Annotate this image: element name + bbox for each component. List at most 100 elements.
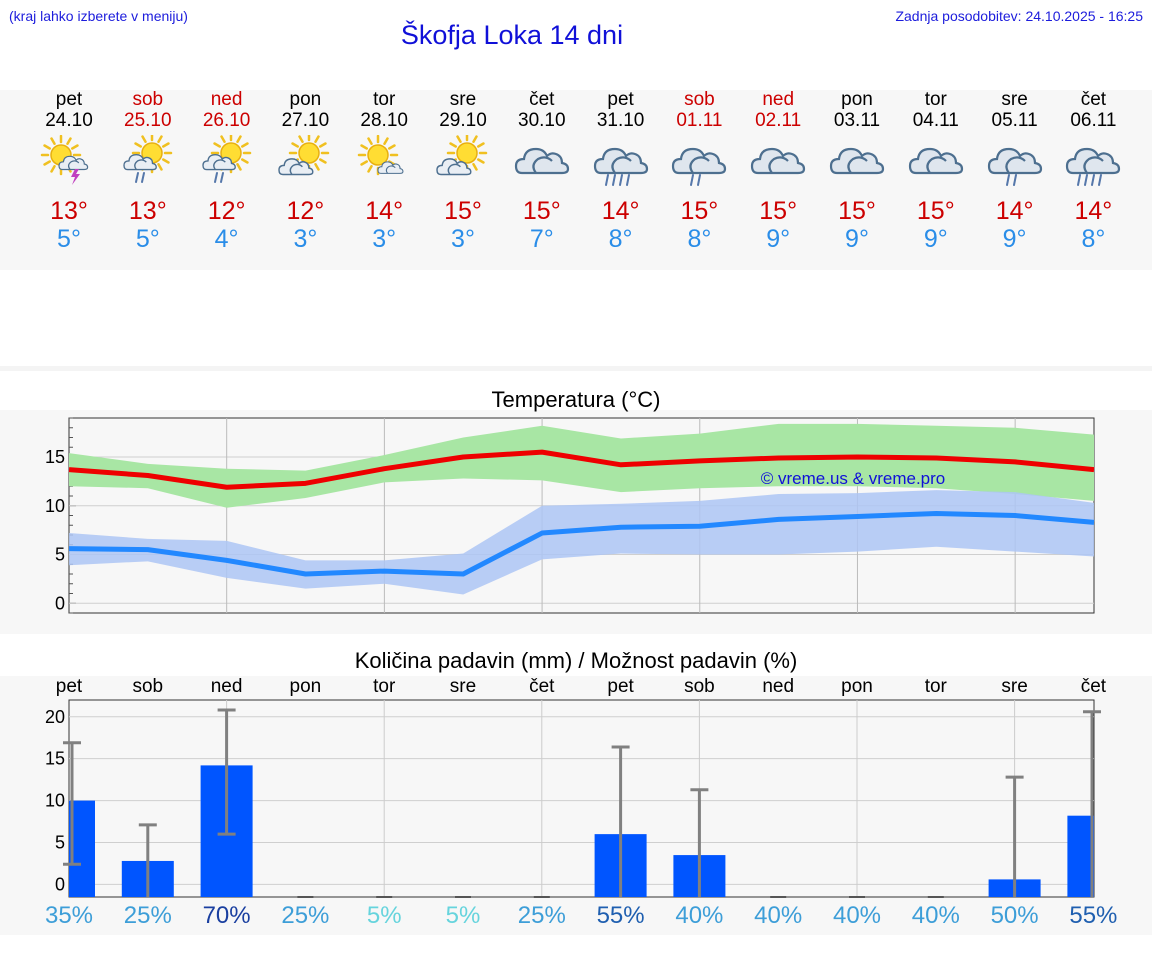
y-tick-label: 10	[45, 496, 65, 516]
y-tick-label: 10	[45, 791, 65, 811]
day-column: čet 30.10	[502, 90, 582, 132]
y-tick-label: 0	[55, 593, 65, 613]
day-column: ned 02.11	[738, 90, 818, 132]
precip-probability: 40%	[754, 902, 803, 929]
day-name: ned	[210, 89, 243, 110]
day-name: ned	[762, 89, 795, 110]
precip-day-label: tor	[373, 676, 396, 697]
precip-day-label: pon	[841, 676, 873, 697]
day-date: 29.10	[439, 110, 487, 131]
precip-day-label: pon	[289, 676, 322, 697]
last-updated: Zadnja posodobitev: 24.10.2025 - 16:25	[895, 8, 1143, 24]
precip-probability: 40%	[675, 902, 724, 929]
day-date: 05.11	[991, 110, 1038, 131]
temp-max: 12°	[286, 197, 325, 225]
tmax-range-band	[69, 423, 1094, 508]
day-name: sob	[132, 89, 164, 110]
cloud-icon	[751, 147, 806, 175]
y-tick-label: 5	[55, 545, 65, 565]
day-date: 26.10	[202, 110, 251, 131]
day-column: tor 04.11	[896, 90, 976, 132]
precip-probability: 40%	[911, 902, 960, 929]
day-date: 28.10	[360, 110, 408, 131]
temp-max: 15°	[680, 197, 719, 225]
day-date: 30.10	[518, 110, 566, 131]
temp-min: 5°	[135, 225, 160, 253]
day-column: čet 06.11	[1053, 90, 1133, 132]
temp-min: 3°	[451, 225, 475, 253]
precip-probability: 25%	[123, 902, 172, 929]
section-divider	[0, 366, 1152, 371]
precip-probability: 55%	[1069, 902, 1118, 929]
cloud-heavy-rain-icon	[1066, 147, 1121, 186]
temp-min: 9°	[766, 225, 791, 253]
day-column: tor 28.10	[344, 90, 424, 132]
precip-day-label: sob	[684, 676, 715, 697]
precip-bar	[1067, 815, 1094, 897]
temp-max: 14°	[365, 197, 404, 225]
y-tick-label: 15	[45, 447, 65, 467]
sun-cloud-rain-icon	[123, 135, 173, 183]
day-date: 24.10	[45, 110, 93, 131]
temp-min: 8°	[608, 225, 633, 253]
day-name: sre	[1001, 89, 1028, 110]
day-column: pon 03.11	[817, 90, 897, 132]
day-name: tor	[924, 89, 947, 110]
precip-probability: 50%	[990, 902, 1039, 929]
precip-day-label: sob	[132, 676, 164, 697]
day-column: sre 05.11	[975, 90, 1055, 132]
precip-day-label: sre	[449, 676, 477, 697]
temp-max: 14°	[1074, 197, 1113, 225]
temp-max: 15°	[522, 197, 561, 225]
temp-max: 15°	[759, 197, 798, 225]
day-date: 03.11	[833, 110, 881, 131]
precip-day-label: pet	[607, 676, 634, 697]
day-column: ned 26.10	[187, 90, 267, 132]
day-column: pon 27.10	[265, 90, 345, 132]
precip-probability: 25%	[517, 902, 566, 929]
day-name: pet	[607, 89, 634, 110]
precip-day-label: čet	[529, 676, 555, 697]
day-column: sob 01.11	[659, 90, 739, 132]
temperature-chart: 0 5 10 15 © vreme.us & vreme.pro	[45, 417, 1095, 614]
temp-max: 15°	[838, 197, 876, 225]
temp-max: 14°	[601, 197, 640, 225]
tmin-line	[68, 511, 1095, 577]
watermark: © vreme.us & vreme.pro	[761, 469, 945, 488]
temp-max: 15°	[916, 197, 955, 225]
temp-min: 8°	[687, 225, 712, 253]
precip-day-label: sre	[1001, 676, 1028, 697]
tmax-line	[68, 449, 1095, 490]
temp-max: 12°	[207, 197, 246, 225]
temp-max: 13°	[50, 197, 88, 225]
day-column: sre 29.10	[423, 90, 503, 132]
day-date: 04.11	[912, 110, 959, 131]
temp-min: 8°	[1081, 225, 1106, 253]
page-title: Škofja Loka 14 dni	[400, 20, 624, 50]
day-date: 01.11	[676, 110, 723, 131]
day-date: 25.10	[124, 110, 172, 131]
day-date: 31.10	[596, 110, 645, 131]
precip-day-label: čet	[1080, 676, 1107, 697]
day-date: 27.10	[281, 110, 330, 131]
temp-min: 3°	[293, 225, 318, 253]
temp-min: 9°	[923, 225, 948, 253]
temp-min: 3°	[372, 225, 397, 253]
precip-probability: 70%	[202, 902, 251, 929]
precipitation-chart-title: Količina padavin (mm) / Možnost padavin …	[354, 648, 798, 673]
day-name: pon	[841, 89, 873, 110]
sun-small-cloud-icon	[357, 135, 404, 176]
y-tick-label: 0	[55, 874, 65, 894]
precip-day-label: tor	[924, 676, 947, 697]
day-name: sre	[449, 89, 477, 110]
precip-probability: 5%	[366, 902, 402, 929]
daily-forecast-strip	[0, 90, 1152, 270]
day-name: pon	[289, 89, 322, 110]
precip-day-label: ned	[210, 676, 243, 697]
precip-probability: 25%	[281, 902, 330, 929]
precip-day-label: ned	[762, 676, 795, 697]
day-name: čet	[529, 89, 555, 110]
day-date: 02.11	[755, 110, 802, 131]
sun-cloud-icon	[436, 135, 488, 176]
cloud-rain-icon	[987, 147, 1042, 186]
